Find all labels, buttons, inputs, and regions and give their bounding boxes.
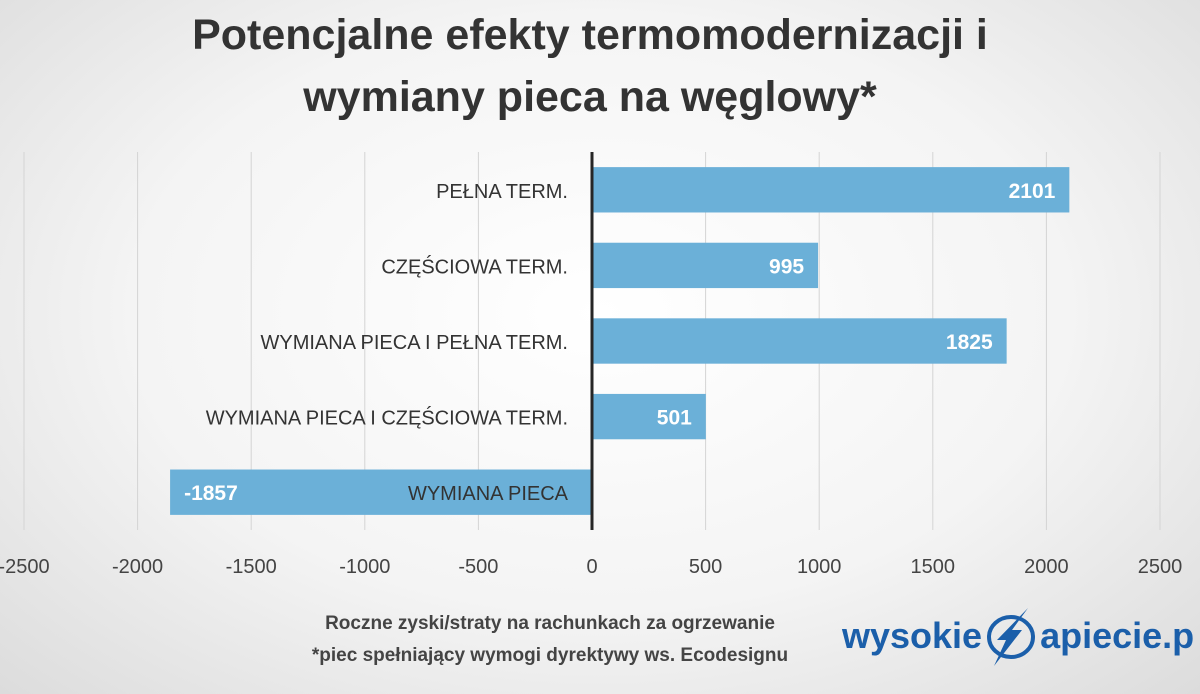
x-tick-label-4: -500 — [458, 556, 498, 578]
bar-0 — [592, 167, 1070, 213]
x-tick-label-8: 1500 — [911, 556, 956, 578]
data-label-1: 995 — [769, 255, 804, 278]
data-label-2: 1825 — [946, 331, 993, 354]
data-label-0: 2101 — [1009, 180, 1056, 203]
x-tick-label-7: 1000 — [797, 556, 842, 578]
x-tick-label-0: -2500 — [0, 556, 50, 578]
x-tick-label-1: -2000 — [112, 556, 163, 578]
chart-title-line-1: Potencjalne efekty termomodernizacji i — [192, 11, 988, 59]
bar-1 — [592, 242, 819, 289]
x-tick-label-10: 2500 — [1138, 556, 1183, 578]
category-label-4: WYMIANA PIECA — [408, 483, 569, 505]
logo-text-part-1: wysokie — [842, 615, 983, 656]
logo: wysokie apiecie.p — [842, 604, 1200, 668]
logo-text-part-2: apiecie.p — [1040, 615, 1195, 656]
category-label-3: WYMIANA PIECA I CZĘŚCIOWA TERM. — [206, 406, 568, 430]
chart-title: Potencjalne efekty termomodernizacji i w… — [0, 4, 1180, 128]
x-tick-label-5: 0 — [586, 556, 597, 578]
x-tick-label-3: -1000 — [339, 556, 390, 578]
lightning-n-logo-icon — [982, 604, 1040, 668]
bar-3 — [592, 393, 706, 440]
category-label-1: CZĘŚCIOWA TERM. — [381, 254, 568, 278]
data-label-3: 501 — [657, 407, 692, 430]
category-label-2: WYMIANA PIECA I PEŁNA TERM. — [261, 332, 569, 354]
x-tick-label-9: 2000 — [1024, 556, 1069, 578]
bar-4 — [170, 469, 592, 515]
x-tick-label-2: -1500 — [226, 556, 277, 578]
x-tick-label-6: 500 — [689, 556, 722, 578]
footnote-line-2: *piec spełniający wymogi dyrektywy ws. E… — [311, 645, 789, 666]
chart-title-line-2: wymiany pieca na węglowy* — [303, 73, 877, 121]
bar-2 — [592, 318, 1007, 364]
data-label-4: -1857 — [184, 482, 238, 505]
category-label-0: PEŁNA TERM. — [436, 181, 568, 203]
footnote-line-1: Roczne zyski/straty na rachunkach za ogr… — [325, 613, 775, 634]
